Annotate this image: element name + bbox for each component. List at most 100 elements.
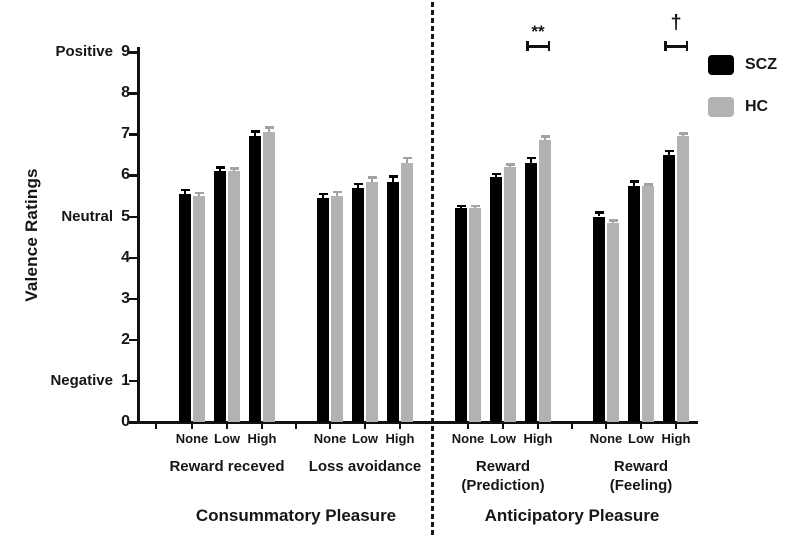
y-tick-label: 2 (121, 330, 130, 348)
error-bar-whisker (267, 126, 271, 133)
bar-scz (455, 208, 467, 422)
error-bar-whisker (597, 211, 601, 217)
category-label: Low (352, 431, 378, 446)
error-bar-cap (608, 219, 618, 222)
bar-hc (607, 222, 619, 422)
bar-scz (352, 187, 364, 422)
bar-scz (490, 177, 502, 422)
bar-hc (504, 167, 516, 422)
error-bar-cap (526, 156, 536, 160)
significance-bracket-cap (526, 41, 529, 51)
qualitative-label: Positive (55, 43, 113, 61)
x-tick (501, 423, 505, 429)
y-tick-label: 0 (121, 413, 130, 430)
y-tick-label: 1 (121, 371, 130, 389)
legend-label-scz: SCZ (745, 56, 777, 73)
bar-hc (263, 132, 275, 422)
error-bar-cap (215, 166, 225, 169)
x-tick (398, 423, 402, 429)
error-bar-cap (250, 130, 260, 133)
qualitative-label: Neutral (61, 207, 113, 225)
bar-scz (179, 193, 191, 422)
error-bar-cap (332, 190, 342, 194)
section-divider-dashed-line (431, 2, 434, 537)
significance-bracket-line (664, 45, 688, 48)
error-bar-cap (402, 156, 412, 160)
significance-marker: † (670, 12, 682, 34)
x-tick (639, 423, 643, 429)
error-bar-cap (540, 135, 550, 138)
x-tick (225, 423, 229, 429)
group-label-line: (Prediction) (461, 477, 545, 494)
error-bar-whisker (183, 188, 187, 194)
bar-hc (228, 171, 240, 422)
category-label: None (175, 431, 209, 446)
error-bar-whisker (405, 156, 409, 164)
bar-scz (593, 216, 605, 422)
error-bar-whisker (391, 175, 395, 182)
error-bar-whisker (632, 180, 636, 186)
y-tick (129, 297, 138, 301)
x-tick (260, 423, 264, 429)
error-bar-cap (318, 192, 328, 196)
x-tick (604, 423, 608, 429)
bar-hc (469, 208, 481, 422)
bar-hc (642, 185, 654, 422)
y-tick-label: 9 (121, 43, 130, 61)
bar-hc (193, 195, 205, 422)
x-tick (570, 423, 574, 429)
y-tick-label: 5 (121, 207, 130, 225)
x-tick (674, 423, 678, 429)
error-bar-cap (505, 163, 515, 166)
legend-swatch-scz (708, 55, 734, 75)
y-tick (129, 338, 138, 342)
error-bar-cap (367, 176, 377, 179)
y-tick-label: 8 (121, 84, 130, 102)
error-bar-cap (664, 149, 674, 152)
error-bar-cap (643, 183, 653, 186)
error-bar-cap (456, 204, 466, 208)
y-tick (129, 421, 138, 424)
qualitative-label: Negative (50, 371, 113, 389)
x-tick (294, 423, 298, 429)
x-tick (363, 423, 367, 429)
category-label: Low (214, 431, 240, 446)
category-label: None (451, 431, 485, 446)
bar-scz (317, 198, 329, 422)
x-tick (328, 423, 332, 429)
x-tick (466, 423, 470, 429)
y-tick (129, 133, 138, 136)
significance-bracket-cap (547, 41, 550, 51)
group-label: Loss avoidance (290, 457, 440, 476)
y-tick (129, 379, 138, 383)
bar-scz (387, 181, 399, 422)
group-label: Reward (Feeling) (566, 457, 716, 495)
bar-hc (401, 163, 413, 422)
y-tick (129, 92, 138, 95)
y-tick-label: 6 (121, 166, 130, 184)
error-bar-whisker (543, 135, 547, 141)
category-label: High (385, 431, 415, 446)
category-label: High (247, 431, 277, 446)
significance-marker: ** (531, 22, 545, 41)
error-bar-whisker (335, 190, 339, 196)
section-label: Anticipatory Pleasure (484, 506, 660, 525)
error-bar-cap (470, 204, 480, 208)
y-axis-line (137, 47, 140, 424)
error-bar-cap (388, 175, 398, 178)
x-tick (154, 423, 158, 429)
bar-scz (214, 171, 226, 422)
bar-scz (663, 154, 675, 422)
error-bar-cap (594, 211, 604, 214)
x-tick (190, 423, 194, 429)
y-tick (129, 215, 138, 218)
y-axis-title: Valence Ratings (22, 168, 41, 302)
category-label: None (313, 431, 347, 446)
y-tick (129, 51, 138, 54)
significance-bracket-cap (664, 41, 667, 51)
error-bar-cap (629, 180, 639, 183)
significance-bracket-line (526, 45, 550, 48)
error-bar-whisker (253, 130, 257, 137)
y-tick (129, 174, 138, 177)
